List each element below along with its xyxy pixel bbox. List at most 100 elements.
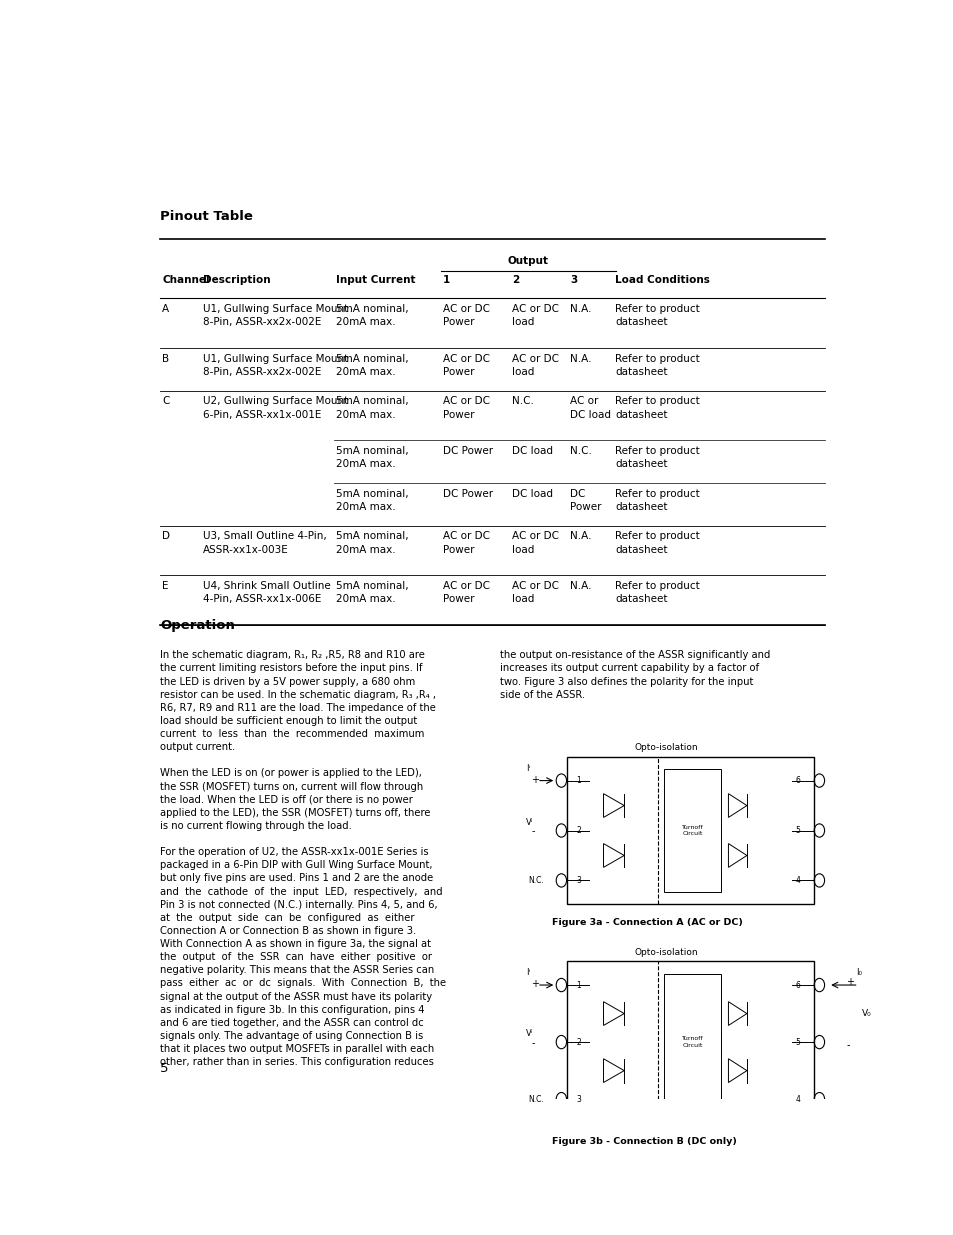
Text: U3, Small Outline 4-Pin,
ASSR-xx1x-003E: U3, Small Outline 4-Pin, ASSR-xx1x-003E	[203, 531, 326, 555]
Text: signals only. The advantage of using Connection B is: signals only. The advantage of using Con…	[160, 1031, 423, 1041]
Text: AC or
DC load: AC or DC load	[570, 396, 611, 420]
Text: applied to the LED), the SSR (MOSFET) turns off, there: applied to the LED), the SSR (MOSFET) tu…	[160, 808, 430, 818]
Text: Load Conditions: Load Conditions	[615, 274, 709, 285]
Text: pass  either  ac  or  dc  signals.  With  Connection  B,  the: pass either ac or dc signals. With Conne…	[160, 978, 446, 988]
Text: Figure 3b - Connection B (DC only): Figure 3b - Connection B (DC only)	[551, 1137, 736, 1146]
Text: Pinout Table: Pinout Table	[160, 210, 253, 224]
Text: Refer to product
datasheet: Refer to product datasheet	[615, 304, 700, 327]
Text: AC or DC
Power: AC or DC Power	[442, 304, 490, 327]
Text: Operation: Operation	[160, 619, 234, 632]
Text: 1: 1	[442, 274, 450, 285]
Text: +: +	[531, 774, 538, 784]
Text: 4: 4	[795, 876, 800, 885]
Text: Refer to product
datasheet: Refer to product datasheet	[615, 353, 700, 377]
Text: D: D	[162, 531, 170, 541]
Text: 6: 6	[795, 981, 800, 989]
Text: N.C.: N.C.	[528, 876, 543, 885]
Text: 5mA nominal,
20mA max.: 5mA nominal, 20mA max.	[335, 396, 408, 420]
Text: the current limiting resistors before the input pins. If: the current limiting resistors before th…	[160, 663, 422, 673]
Text: For the operation of U2, the ASSR-xx1x-001E Series is: For the operation of U2, the ASSR-xx1x-0…	[160, 847, 428, 857]
Text: Turnoff
Circuit: Turnoff Circuit	[681, 825, 702, 836]
Text: 3: 3	[576, 876, 580, 885]
Text: AC or DC
Power: AC or DC Power	[442, 580, 490, 604]
Text: Pin 3 is not connected (N.C.) internally. Pins 4, 5, and 6,: Pin 3 is not connected (N.C.) internally…	[160, 899, 437, 910]
Text: the output on-resistance of the ASSR significantly and: the output on-resistance of the ASSR sig…	[499, 651, 770, 661]
Text: the  output  of  the  SSR  can  have  either  positive  or: the output of the SSR can have either po…	[160, 952, 432, 962]
Bar	[566, 961, 813, 1123]
Text: but only five pins are used. Pins 1 and 2 are the anode: but only five pins are used. Pins 1 and …	[160, 873, 433, 883]
Text: the load. When the LED is off (or there is no power: the load. When the LED is off (or there …	[160, 794, 413, 805]
Text: N.C.: N.C.	[528, 1094, 543, 1104]
Text: -: -	[531, 1039, 534, 1049]
Text: AC or DC
Power: AC or DC Power	[442, 531, 490, 555]
Text: A: A	[162, 304, 169, 314]
Text: C: C	[162, 396, 170, 406]
Text: DC
Power: DC Power	[570, 489, 601, 511]
Text: V₀: V₀	[862, 1009, 871, 1018]
Text: Iⁱ: Iⁱ	[525, 968, 529, 977]
Text: output current.: output current.	[160, 742, 235, 752]
Text: Opto-isolation: Opto-isolation	[634, 743, 698, 752]
Text: other, rather than in series. This configuration reduces: other, rather than in series. This confi…	[160, 1057, 434, 1067]
Text: DC load: DC load	[512, 446, 553, 456]
Text: 5mA nominal,
20mA max.: 5mA nominal, 20mA max.	[335, 489, 408, 511]
Text: AC or DC
Power: AC or DC Power	[442, 396, 490, 420]
Text: R6, R7, R9 and R11 are the load. The impedance of the: R6, R7, R9 and R11 are the load. The imp…	[160, 703, 436, 713]
Text: DC load: DC load	[512, 489, 553, 499]
Text: +: +	[531, 979, 538, 989]
Text: as indicated in figure 3b. In this configuration, pins 4: as indicated in figure 3b. In this confi…	[160, 1004, 424, 1015]
Text: When the LED is on (or power is applied to the LED),: When the LED is on (or power is applied …	[160, 768, 421, 778]
Text: the LED is driven by a 5V power supply, a 680 ohm: the LED is driven by a 5V power supply, …	[160, 677, 415, 687]
Text: Channel: Channel	[162, 274, 210, 285]
Text: +: +	[845, 977, 853, 987]
Text: N.C.: N.C.	[570, 446, 592, 456]
Text: 2: 2	[576, 1037, 580, 1046]
Text: 1: 1	[576, 981, 580, 989]
Text: U1, Gullwing Surface Mount
8-Pin, ASSR-xx2x-002E: U1, Gullwing Surface Mount 8-Pin, ASSR-x…	[203, 353, 348, 377]
Text: AC or DC
Power: AC or DC Power	[442, 353, 490, 377]
Text: U2, Gullwing Surface Mount
6-Pin, ASSR-xx1x-001E: U2, Gullwing Surface Mount 6-Pin, ASSR-x…	[203, 396, 348, 420]
Text: negative polarity. This means that the ASSR Series can: negative polarity. This means that the A…	[160, 966, 434, 976]
Text: signal at the output of the ASSR must have its polarity: signal at the output of the ASSR must ha…	[160, 992, 432, 1002]
Text: current  to  less  than  the  recommended  maximum: current to less than the recommended max…	[160, 729, 424, 739]
Text: Refer to product
datasheet: Refer to product datasheet	[615, 489, 700, 511]
Text: In the schematic diagram, R₁, R₂ ,R5, R8 and R10 are: In the schematic diagram, R₁, R₂ ,R5, R8…	[160, 651, 424, 661]
Text: 3: 3	[576, 1094, 580, 1104]
Text: and 6 are tied together, and the ASSR can control dc: and 6 are tied together, and the ASSR ca…	[160, 1018, 423, 1028]
Text: and  the  cathode  of  the  input  LED,  respectively,  and: and the cathode of the input LED, respec…	[160, 887, 442, 897]
Text: 5: 5	[160, 1062, 169, 1076]
Text: With Connection A as shown in figure 3a, the signal at: With Connection A as shown in figure 3a,…	[160, 939, 431, 948]
Text: -: -	[531, 826, 534, 836]
Text: 5: 5	[795, 1037, 800, 1046]
Text: Vⁱ: Vⁱ	[525, 1029, 533, 1039]
Text: 4: 4	[795, 1094, 800, 1104]
Text: two. Figure 3 also defines the polarity for the input: two. Figure 3 also defines the polarity …	[499, 677, 753, 687]
Text: 5mA nominal,
20mA max.: 5mA nominal, 20mA max.	[335, 531, 408, 555]
Text: 6: 6	[795, 776, 800, 785]
Text: U1, Gullwing Surface Mount
8-Pin, ASSR-xx2x-002E: U1, Gullwing Surface Mount 8-Pin, ASSR-x…	[203, 304, 348, 327]
Bar	[663, 769, 720, 892]
Text: Opto-isolation: Opto-isolation	[634, 947, 698, 957]
Text: 2: 2	[576, 826, 580, 835]
Text: at  the  output  side  can  be  configured  as  either: at the output side can be configured as …	[160, 913, 414, 923]
Text: load should be sufficient enough to limit the output: load should be sufficient enough to limi…	[160, 716, 416, 726]
Bar	[663, 973, 720, 1110]
Text: increases its output current capability by a factor of: increases its output current capability …	[499, 663, 759, 673]
Text: N.A.: N.A.	[570, 304, 591, 314]
Text: AC or DC
load: AC or DC load	[512, 304, 558, 327]
Text: E: E	[162, 580, 169, 590]
Text: Description: Description	[203, 274, 270, 285]
Text: packaged in a 6-Pin DIP with Gull Wing Surface Mount,: packaged in a 6-Pin DIP with Gull Wing S…	[160, 861, 432, 871]
Text: the SSR (MOSFET) turns on, current will flow through: the SSR (MOSFET) turns on, current will …	[160, 782, 423, 792]
Text: AC or DC
load: AC or DC load	[512, 580, 558, 604]
Text: 2: 2	[512, 274, 518, 285]
Text: 3: 3	[570, 274, 577, 285]
Text: AC or DC
load: AC or DC load	[512, 531, 558, 555]
Text: 5mA nominal,
20mA max.: 5mA nominal, 20mA max.	[335, 580, 408, 604]
Text: B: B	[162, 353, 169, 363]
Bar	[566, 757, 813, 904]
Text: I₀: I₀	[856, 968, 862, 977]
Text: Refer to product
datasheet: Refer to product datasheet	[615, 396, 700, 420]
Text: Turnoff
Circuit: Turnoff Circuit	[681, 1036, 702, 1047]
Text: N.A.: N.A.	[570, 531, 591, 541]
